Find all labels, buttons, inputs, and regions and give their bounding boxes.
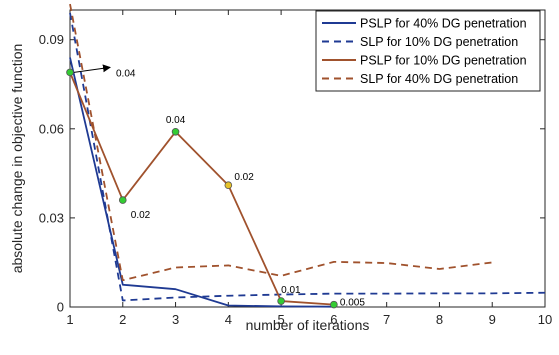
x-tick-label: 5 (277, 312, 284, 327)
series-line-1 (69, 12, 546, 302)
x-tick-label: 7 (383, 312, 390, 327)
legend-box (315, 10, 541, 92)
annotation-label: 0.005 (340, 298, 365, 309)
marker-layer (66, 68, 338, 309)
data-point-marker (277, 297, 285, 305)
series-layer (69, 3, 546, 308)
y-tick-label: 0.09 (39, 32, 64, 47)
x-tick-label: 2 (119, 312, 126, 327)
y-tick-label: 0 (57, 300, 64, 315)
x-tick-label: 8 (436, 312, 443, 327)
data-point-marker (118, 196, 127, 204)
data-point-marker (171, 127, 180, 136)
series-line-0 (69, 57, 334, 308)
y-tick-label: 0.06 (39, 121, 64, 136)
x-tick-label: 4 (225, 312, 232, 327)
legend-entry-label: SLP for 10% DG penetration (360, 35, 518, 49)
legend-entry-label: PSLP for 40% DG penetration (360, 17, 527, 31)
x-tick-label: 10 (538, 312, 552, 327)
data-point-marker (66, 68, 74, 77)
data-point-marker (330, 300, 338, 309)
annotation-label: 0.04 (166, 115, 186, 126)
y-tick-label: 0.03 (39, 210, 64, 225)
annotation-label: 0.04 (116, 68, 136, 79)
data-point-marker (224, 181, 233, 190)
x-tick-label: 6 (330, 312, 337, 327)
series-line-2 (69, 72, 334, 306)
axis-ticks: 1 2 3 4 5 6 7 8 9 10 0 0.03 0.06 0.09 (39, 10, 552, 327)
annotation-label: 0.02 (131, 210, 151, 221)
x-tick-label: 9 (489, 312, 496, 327)
annotation-layer: 0.04 0.02 0.04 0.02 0.01 0.005 (73, 64, 365, 309)
x-tick-label: 1 (66, 312, 73, 327)
legend-entry-label: PSLP for 10% DG penetration (360, 54, 527, 68)
legend-entry-label: SLP for 40% DG penetration (360, 72, 518, 86)
annotation-label: 0.02 (234, 172, 254, 183)
x-tick-label: 3 (172, 312, 179, 327)
annotation-label: 0.01 (281, 285, 301, 296)
annotation-arrow (73, 64, 111, 73)
y-axis-label: absolute change in objective function (9, 44, 25, 274)
x-axis-label: number of iterations (246, 317, 370, 333)
legend: PSLP for 40% DG penetration SLP for 10% D… (315, 10, 541, 92)
